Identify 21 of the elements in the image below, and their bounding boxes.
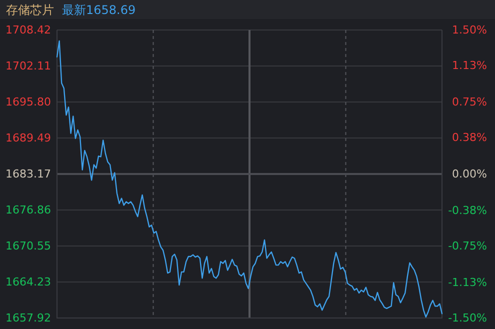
y2-tick-label: 0.00% xyxy=(452,168,487,180)
chart-title: 存储芯片 xyxy=(6,3,54,17)
y2-tick-label: 1.50% xyxy=(452,24,487,36)
chart-subtitle: 最新1658.69 xyxy=(62,3,136,17)
y2-tick-label: -0.38% xyxy=(448,204,487,217)
y2-tick-label: 1.13% xyxy=(452,59,487,72)
y-tick-label: 1670.55 xyxy=(6,239,51,252)
y2-tick-label: -1.50% xyxy=(448,312,487,324)
line-series xyxy=(56,40,443,318)
y-tick-label: 1657.92 xyxy=(6,312,51,324)
y-tick-label: 1683.17 xyxy=(6,168,51,180)
y-tick-label: 1695.80 xyxy=(6,95,51,108)
y2-tick-label: 0.75% xyxy=(452,96,487,108)
y-tick-label: 1708.42 xyxy=(6,24,51,36)
y-tick-label: 1676.86 xyxy=(6,203,51,216)
y2-tick-label: -1.13% xyxy=(448,276,487,289)
y-tick-label: 1702.11 xyxy=(6,59,51,72)
y2-tick-label: 0.38% xyxy=(452,131,487,144)
y-tick-label: 1689.49 xyxy=(6,131,51,144)
y-tick-label: 1664.23 xyxy=(6,276,51,289)
y2-tick-label: -0.75% xyxy=(448,240,487,252)
